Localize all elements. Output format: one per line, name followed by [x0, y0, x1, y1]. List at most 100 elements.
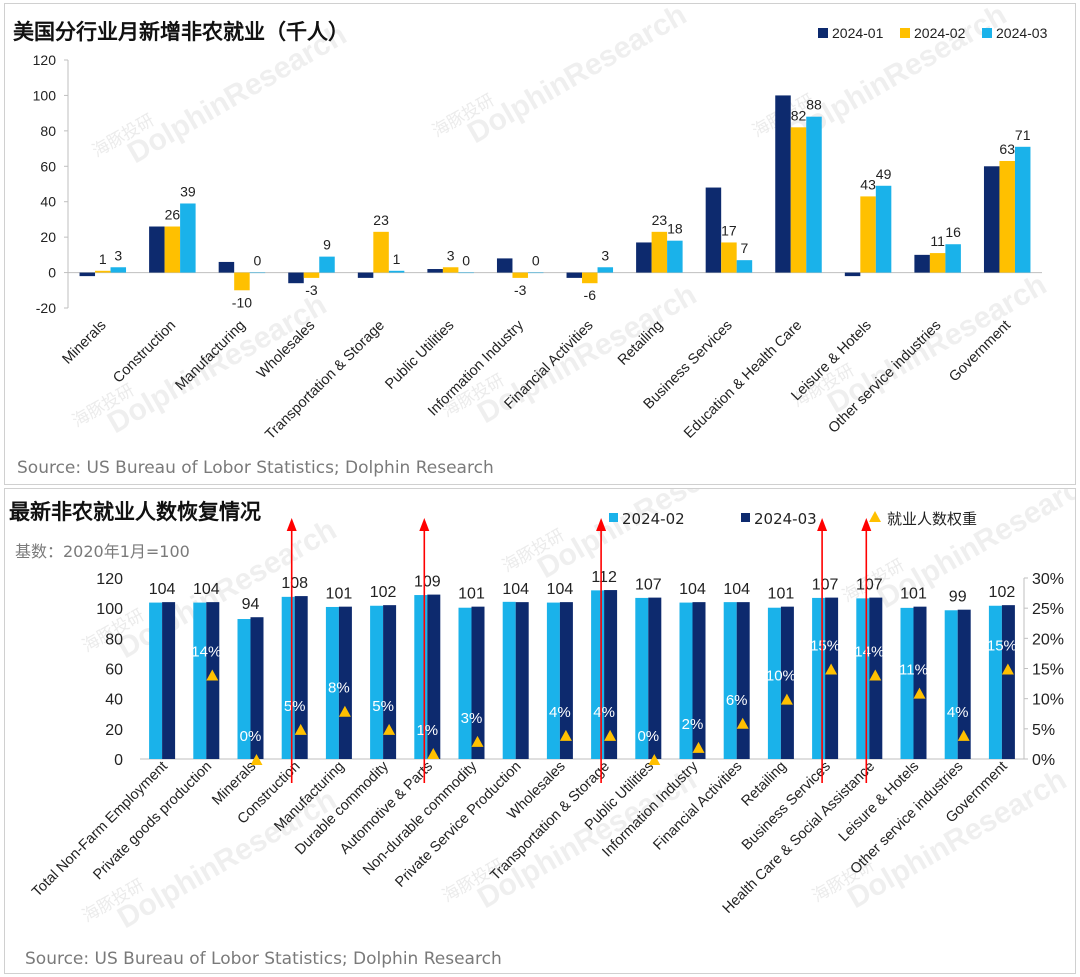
bar	[383, 605, 397, 759]
legend-label: 就业人数权重	[887, 510, 977, 528]
bar	[591, 590, 605, 759]
weight-marker	[294, 723, 307, 735]
bar	[559, 602, 573, 759]
legend-label: 2024-03	[996, 25, 1048, 41]
watermark-text: DolphinResearch	[462, 4, 692, 150]
bar	[856, 598, 870, 759]
bar	[957, 609, 971, 759]
highlight-arrowhead	[596, 518, 607, 531]
bar	[944, 610, 958, 759]
bar	[515, 602, 529, 759]
bar	[806, 116, 822, 273]
data-label: 108	[281, 575, 308, 592]
bar	[164, 226, 181, 273]
y-tick-label: 40	[40, 194, 56, 210]
y2-tick-label: 0%	[1032, 752, 1055, 769]
bar	[636, 242, 652, 273]
bar	[1001, 605, 1015, 759]
data-label: 101	[326, 586, 353, 603]
weight-label: 14%	[854, 644, 884, 661]
category-label: Minerals	[60, 318, 110, 368]
y-tick-label: 100	[33, 87, 57, 103]
y-tick-label: 0	[114, 752, 123, 769]
data-label: 107	[812, 577, 839, 594]
weight-label: 11%	[899, 662, 928, 679]
data-label: 88	[806, 97, 822, 113]
bar	[860, 196, 876, 273]
y-tick-label: 80	[40, 123, 56, 139]
chart-subtitle: 基数：2020年1月=100	[15, 542, 190, 561]
bar	[294, 596, 308, 759]
weight-marker	[427, 747, 440, 759]
bar	[458, 607, 472, 759]
bar	[325, 606, 339, 759]
legend-swatch	[741, 513, 750, 522]
chart-title: 美国分行业月新增非农就业（千人）	[13, 20, 349, 44]
highlight-arrowhead	[286, 518, 297, 531]
legend-swatch	[982, 28, 992, 38]
y-tick-label: 20	[40, 229, 56, 245]
bar	[844, 272, 861, 277]
bar	[110, 267, 127, 273]
legend-swatch	[869, 511, 881, 522]
data-label: 16	[945, 224, 961, 240]
bar	[234, 272, 250, 291]
data-label: 101	[458, 586, 485, 603]
data-label: 3	[601, 247, 609, 263]
data-label: 104	[547, 581, 574, 598]
y-tick-label: 60	[105, 662, 123, 679]
data-label: 107	[856, 577, 883, 594]
weight-marker	[559, 729, 572, 741]
bar	[496, 258, 513, 273]
source-note: Source: US Bureau of Lobor Statistics; D…	[17, 458, 494, 478]
bar	[945, 244, 961, 273]
data-label: 101	[768, 586, 795, 603]
legend-swatch	[818, 28, 828, 38]
y2-tick-label: 20%	[1032, 631, 1064, 648]
bar	[775, 95, 791, 273]
bar	[721, 242, 737, 273]
bar	[527, 272, 544, 274]
data-label: 82	[791, 107, 807, 123]
bar	[249, 272, 266, 274]
bar	[149, 602, 163, 759]
bar	[692, 602, 706, 759]
y2-tick-label: 15%	[1032, 662, 1064, 679]
data-label: 0	[532, 253, 540, 269]
data-label: 23	[652, 212, 668, 228]
weight-label: 10%	[766, 668, 796, 685]
bar	[736, 260, 753, 273]
bar	[79, 272, 96, 277]
data-label: 49	[876, 166, 892, 182]
data-label: 17	[721, 222, 737, 238]
bar	[237, 619, 251, 759]
weight-marker	[471, 735, 484, 747]
data-label: 102	[370, 584, 397, 601]
weight-marker	[1001, 663, 1014, 675]
bar	[914, 254, 930, 273]
bar	[288, 272, 304, 284]
data-label: -3	[305, 282, 318, 298]
bottom-chart: DolphinResearch海豚投研DolphinResearch海豚投研Do…	[9, 489, 1075, 969]
weight-marker	[383, 723, 396, 735]
bar	[303, 272, 320, 278]
y2-tick-label: 30%	[1032, 571, 1064, 588]
bar	[95, 270, 111, 273]
bar	[373, 231, 389, 273]
bar	[1014, 146, 1031, 273]
weight-marker	[825, 663, 838, 675]
bar	[812, 597, 826, 759]
weight-label: 15%	[987, 638, 1017, 655]
legend-swatch	[609, 513, 618, 522]
weight-label: 0%	[240, 728, 262, 745]
weight-marker	[206, 669, 219, 681]
bar	[149, 226, 165, 273]
weight-label: 0%	[637, 728, 659, 745]
y-tick-label: 0	[48, 265, 56, 281]
bottom-chart-panel: DolphinResearch 海豚投研 DolphinResearch 海豚投研 Do…	[4, 488, 1076, 974]
bar	[162, 602, 176, 759]
highlight-arrowhead	[861, 518, 872, 531]
bar	[767, 607, 781, 759]
bar	[790, 127, 807, 273]
watermark-text: DolphinResearch	[532, 489, 762, 585]
